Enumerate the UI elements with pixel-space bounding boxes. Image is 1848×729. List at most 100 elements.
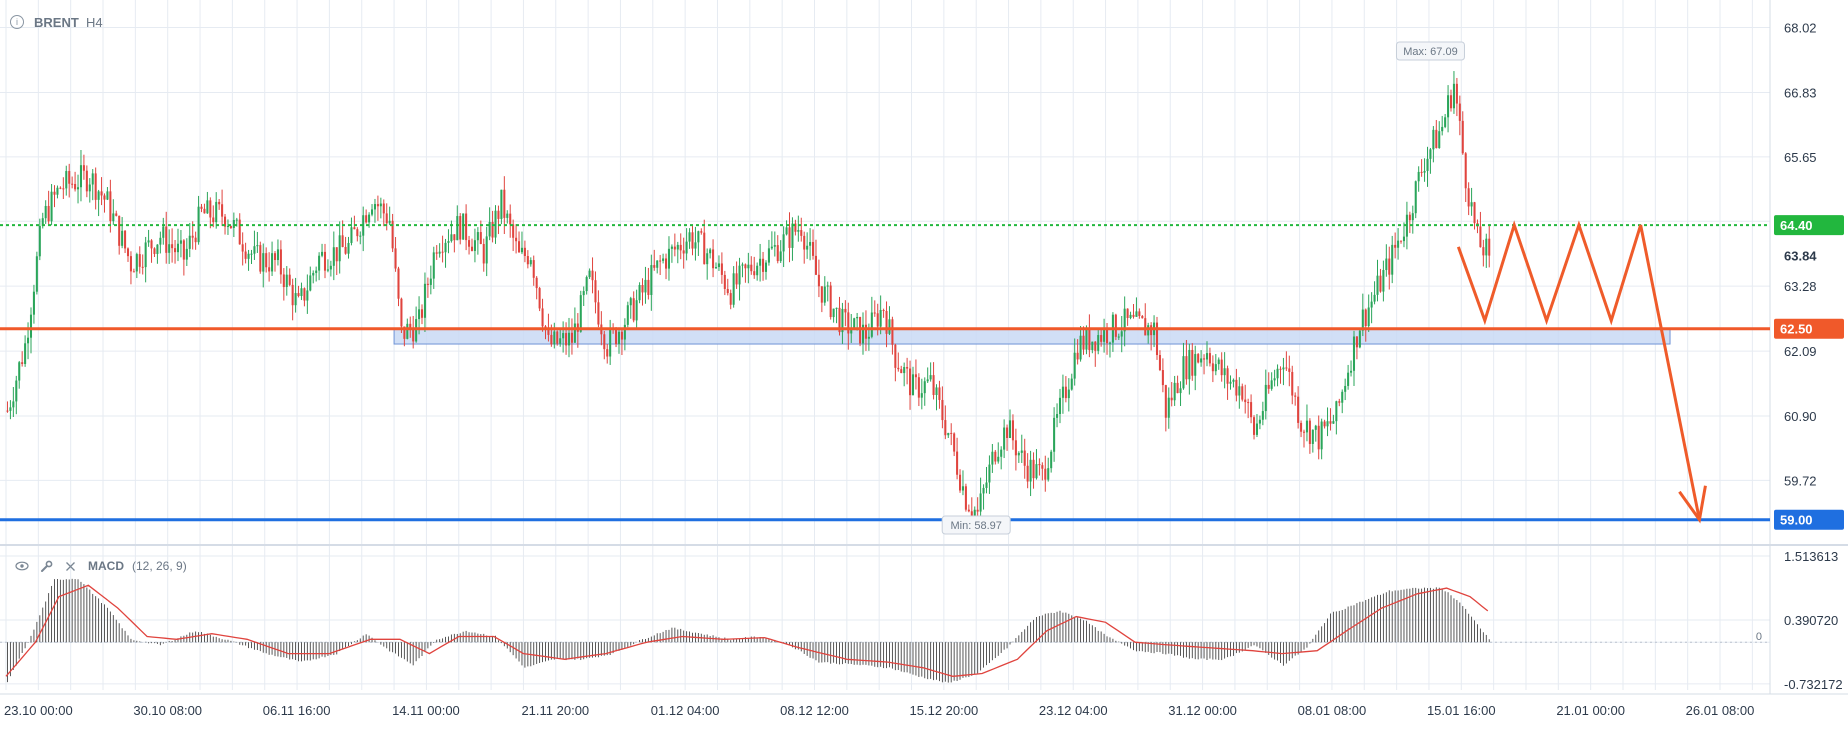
candle-body (112, 213, 115, 222)
candle-body (1188, 349, 1191, 380)
candle-body (1417, 171, 1420, 182)
time-tick-label: 21.11 20:00 (521, 703, 589, 718)
candle-body (124, 230, 127, 249)
candle-body (153, 248, 156, 254)
time-tick-label: 30.10 08:00 (133, 703, 202, 718)
eye-icon[interactable] (12, 557, 32, 575)
candle-body (294, 293, 297, 306)
time-tick-label: 15.01 16:00 (1427, 703, 1496, 718)
candle-body (850, 329, 853, 334)
candle-body (947, 432, 950, 436)
grid-layer (0, 0, 1848, 695)
candle-body (779, 251, 782, 262)
candle-body (547, 329, 550, 335)
candle-body (1220, 359, 1223, 376)
info-icon[interactable]: i (10, 15, 24, 29)
candle-body (1185, 356, 1188, 380)
candle-body (841, 308, 844, 333)
candle-body (229, 226, 232, 228)
candle-body (559, 338, 562, 344)
candle-body (753, 271, 756, 276)
candle-body (168, 244, 171, 253)
candle-body (259, 245, 262, 272)
candle-body (817, 274, 820, 287)
candle-body (1335, 401, 1338, 422)
macd-signal-line (5, 584, 1489, 677)
candle-body (973, 509, 976, 516)
candle-body (1361, 309, 1364, 331)
candle-body (1370, 301, 1373, 308)
candle-body (1255, 423, 1258, 435)
candle-body (282, 274, 285, 288)
candle-body (341, 235, 344, 247)
candle-body (685, 241, 688, 254)
candle-body (800, 230, 803, 236)
candle-body (744, 264, 747, 269)
candle-body (1155, 322, 1159, 356)
candle-body (676, 244, 679, 250)
candle-body (1485, 238, 1488, 256)
candle-body (562, 333, 565, 339)
candle-body (1441, 126, 1444, 132)
candle-body (967, 509, 970, 512)
candle-body (941, 399, 944, 421)
candle-body (74, 183, 77, 190)
candle-body (679, 244, 682, 251)
macd-tick-label: 1.513613 (1784, 549, 1838, 564)
candle-body (306, 290, 309, 301)
candle-body (1420, 171, 1423, 173)
candle-body (1223, 368, 1226, 376)
candle-body (750, 264, 753, 272)
candle-body (1144, 318, 1147, 336)
candle-body (773, 245, 776, 247)
candle-body (1176, 382, 1179, 394)
candle-body (1449, 95, 1453, 109)
candle-body (103, 195, 106, 200)
projection-layer (1456, 220, 1707, 524)
candle-body (435, 252, 438, 254)
candle-body (829, 285, 832, 318)
candle-body (1006, 427, 1009, 439)
candle-body (1056, 414, 1059, 418)
candle-body (803, 235, 806, 250)
candle-body (47, 205, 50, 222)
close-icon[interactable] (60, 557, 80, 575)
wrench-icon[interactable] (36, 557, 56, 575)
candle-body (447, 241, 450, 243)
candle-body (1358, 330, 1361, 348)
candle-body (1085, 328, 1088, 350)
candle-body (468, 240, 471, 247)
candle-body (470, 246, 474, 251)
candle-body (271, 253, 274, 272)
candle-body (1320, 421, 1323, 450)
candle-body (1070, 378, 1073, 390)
candle-body (1244, 399, 1247, 403)
candle-body (385, 213, 388, 224)
candle-body (97, 191, 100, 200)
candle-body (1291, 371, 1294, 396)
candle-body (820, 286, 823, 303)
time-tick-label: 26.01 08:00 (1686, 703, 1755, 718)
candle-body (1308, 420, 1311, 444)
price-tick-label: 68.02 (1784, 21, 1817, 36)
candle-body (359, 235, 362, 237)
candle-body (1270, 380, 1273, 389)
candle-body (709, 249, 712, 254)
candle-body (21, 362, 24, 364)
candle-body (776, 245, 779, 262)
candle-body (659, 260, 662, 262)
macd-panel (0, 578, 1770, 683)
candle-body (488, 221, 491, 237)
candle-body (400, 298, 403, 327)
price-tick-label: 66.83 (1784, 85, 1817, 100)
candle-body (1414, 181, 1417, 214)
candle-body (156, 244, 159, 254)
candle-body (876, 313, 879, 327)
candle-body (712, 249, 715, 269)
candle-body (1323, 421, 1326, 427)
candle-body (814, 255, 817, 275)
candle-body (688, 232, 691, 242)
candle-body (935, 387, 938, 395)
candle-body (1194, 354, 1197, 376)
